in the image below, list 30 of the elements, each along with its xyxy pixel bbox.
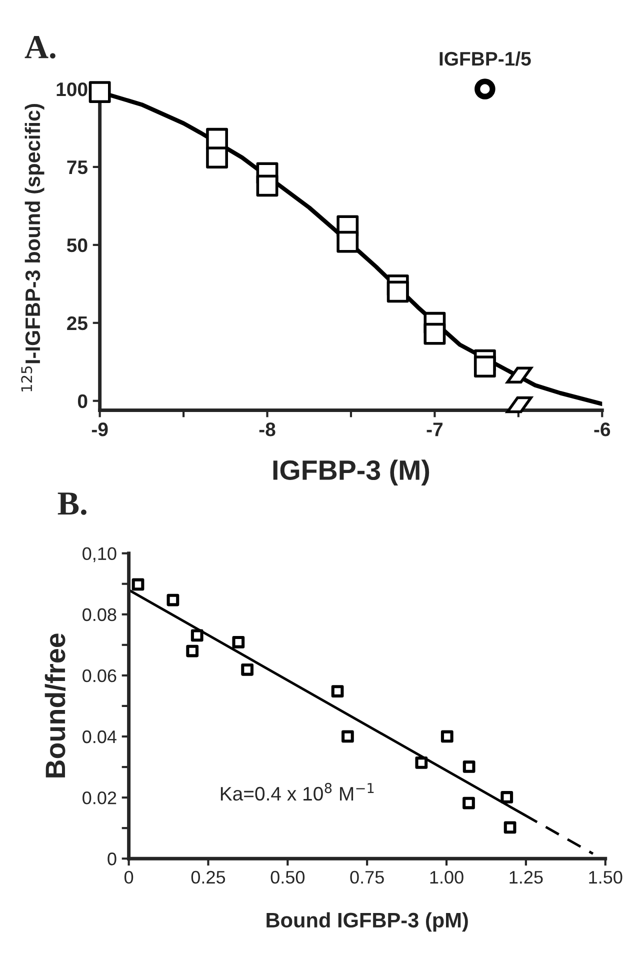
x-tick-label: 0 <box>124 870 134 884</box>
annotation: Ka=0.4 x 10$^{8}$ M$^{−1}$ <box>220 782 374 801</box>
y-tick-label: 0.08 <box>82 608 116 622</box>
x-tick-label: 0.25 <box>191 870 226 884</box>
x-tick-label: -9 <box>92 422 108 436</box>
x-tick-label: 1.25 <box>510 870 543 884</box>
chart-title: B. <box>58 492 86 515</box>
y-tick-label: 0.02 <box>82 791 116 804</box>
y-tick-label: 0 <box>108 852 116 866</box>
x-tick-label: -6 <box>594 422 610 436</box>
x-axis-title: IGFBP-3 (M) <box>273 460 430 486</box>
x-axis-title: Bound IGFBP-3 (pM) <box>266 912 468 932</box>
chart-title: A. <box>24 36 56 59</box>
y-tick-label: 50 <box>66 238 88 252</box>
x-tick-label: -7 <box>426 422 442 436</box>
x-tick-label: -8 <box>259 422 276 436</box>
y-axis-title: Bound/free <box>44 634 66 778</box>
y-tick-label: 0.06 <box>82 669 116 682</box>
x-tick-label: 1.50 <box>589 870 622 884</box>
series-label: IGFBP-1/5 <box>440 51 531 66</box>
y-tick-label: 100 <box>56 82 88 96</box>
y-axis-title: $^{125}$I-IGFBP-3 bound (specific) <box>21 104 44 392</box>
x-tick-label: 0.50 <box>270 870 305 884</box>
x-tick-label: 1.00 <box>430 870 464 884</box>
y-tick-label: 75 <box>67 160 88 174</box>
x-tick-label: 0.75 <box>350 870 384 884</box>
y-tick-label: 0.04 <box>82 730 116 744</box>
y-tick-label: 25 <box>67 316 88 330</box>
y-tick-label: 0 <box>78 394 88 408</box>
y-tick-label: 0,10 <box>82 547 116 562</box>
